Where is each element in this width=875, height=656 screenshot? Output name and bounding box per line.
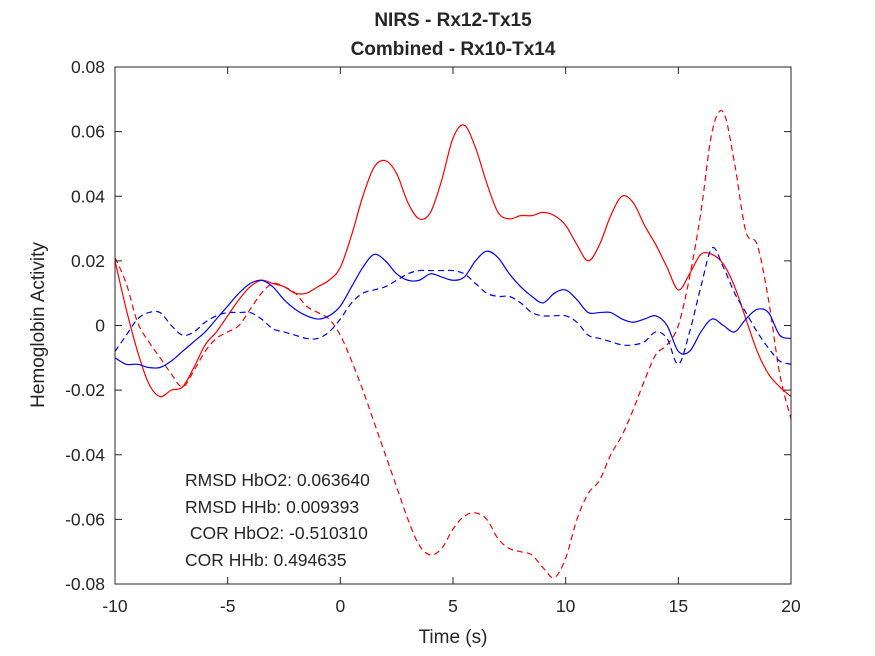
x-tick-label: -10 xyxy=(102,596,128,616)
y-axis-label: Hemoglobin Activity xyxy=(28,242,49,408)
y-tick-label: 0 xyxy=(95,316,105,336)
rmsd-hbo2-annotation: RMSD HbO2: 0.063640 xyxy=(185,470,370,490)
x-tick-label: 15 xyxy=(669,596,688,616)
y-tick-label: 0.04 xyxy=(71,186,105,206)
chart-title: NIRS - Rx12-Tx15 xyxy=(374,10,532,31)
cor-hhb-annotation: COR HHb: 0.494635 xyxy=(185,550,346,570)
stats-annotation: RMSD HbO2: 0.063640 RMSD HHb: 0.009393 C… xyxy=(185,470,370,570)
rmsd-hhb-annotation: RMSD HHb: 0.009393 xyxy=(185,497,359,517)
y-tick-label: -0.04 xyxy=(65,445,105,465)
cor-hbo2-annotation: COR HbO2: -0.510310 xyxy=(185,523,368,543)
x-axis-label: Time (s) xyxy=(419,627,488,648)
tick-layer: -10 -5 0 5 10 15 20 -0.08 -0.06 -0.04 -0.02 0 0.02 0.… xyxy=(65,57,801,616)
x-tick-label: 20 xyxy=(781,596,801,616)
series-group xyxy=(115,110,791,579)
series-line-combined-hbo2 xyxy=(115,110,791,579)
y-tick-label: 0.02 xyxy=(71,251,105,271)
x-tick-label: 0 xyxy=(335,596,345,616)
x-tick-label: -5 xyxy=(220,596,236,616)
chart-subtitle: Combined - Rx10-Tx14 xyxy=(351,39,556,60)
series-layer xyxy=(115,110,791,579)
x-tick-label: 5 xyxy=(448,596,458,616)
series-line-combined-hhb xyxy=(115,246,791,365)
x-tick-label: 10 xyxy=(556,596,576,616)
y-tick-label: -0.02 xyxy=(65,380,105,400)
series-line-nirs-hhb xyxy=(115,250,791,369)
y-tick-label: -0.06 xyxy=(65,509,105,529)
y-tick-label: -0.08 xyxy=(65,574,105,594)
series-line-nirs-hbo2 xyxy=(115,124,791,398)
y-tick-label: 0.08 xyxy=(71,57,105,77)
y-tick-label: 0.06 xyxy=(71,122,105,142)
